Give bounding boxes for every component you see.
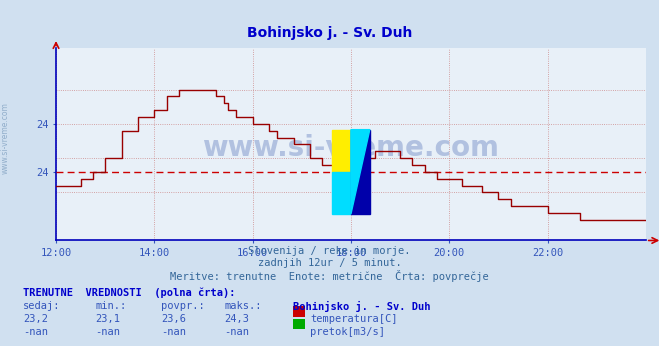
Text: 23,2: 23,2 (23, 314, 48, 324)
Text: pretok[m3/s]: pretok[m3/s] (310, 327, 386, 337)
Bar (332, 130, 351, 172)
Text: Bohinjsko j. - Sv. Duh: Bohinjsko j. - Sv. Duh (247, 26, 412, 40)
Text: Slovenija / reke in morje.: Slovenija / reke in morje. (248, 246, 411, 256)
Text: Bohinjsko j. - Sv. Duh: Bohinjsko j. - Sv. Duh (293, 301, 431, 312)
Text: temperatura[C]: temperatura[C] (310, 314, 398, 324)
Polygon shape (351, 130, 370, 214)
Text: -nan: -nan (23, 327, 48, 337)
Bar (351, 130, 370, 214)
Text: zadnjih 12ur / 5 minut.: zadnjih 12ur / 5 minut. (258, 258, 401, 268)
Text: 23,1: 23,1 (96, 314, 121, 324)
Text: www.si-vreme.com: www.si-vreme.com (202, 134, 500, 162)
Text: Meritve: trenutne  Enote: metrične  Črta: povprečje: Meritve: trenutne Enote: metrične Črta: … (170, 270, 489, 282)
Text: 24,3: 24,3 (224, 314, 249, 324)
Text: -nan: -nan (96, 327, 121, 337)
Text: maks.:: maks.: (224, 301, 262, 311)
Text: -nan: -nan (224, 327, 249, 337)
Text: -nan: -nan (161, 327, 186, 337)
Text: www.si-vreme.com: www.si-vreme.com (1, 102, 10, 174)
Text: TRENUTNE  VREDNOSTI  (polna črta):: TRENUTNE VREDNOSTI (polna črta): (23, 287, 235, 298)
Text: povpr.:: povpr.: (161, 301, 205, 311)
Bar (332, 172, 351, 214)
Text: min.:: min.: (96, 301, 127, 311)
Text: 23,6: 23,6 (161, 314, 186, 324)
Text: sedaj:: sedaj: (23, 301, 61, 311)
